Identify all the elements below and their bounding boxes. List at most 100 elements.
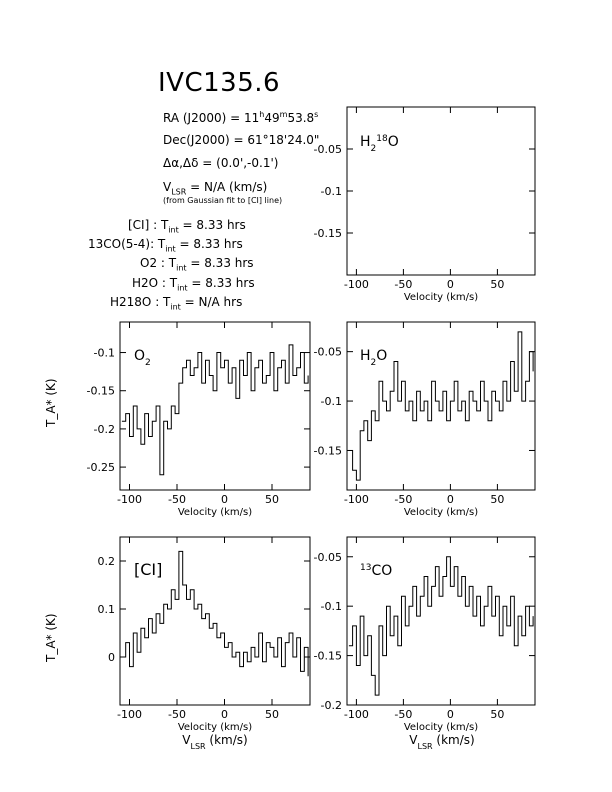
y-tick-label: -0.1 <box>321 395 342 408</box>
tint-label: T <box>168 256 177 270</box>
x-tick-label: -100 <box>117 493 142 506</box>
tint-label: T <box>169 276 178 290</box>
tint-value: 8.33 hrs <box>196 218 246 232</box>
ra-line: RA (J2000) = 11h49m53.8s <box>163 110 318 125</box>
tint-subscript: int <box>177 283 188 293</box>
tint-row-ci: [CI] : Tint = 8.33 hrs <box>128 218 246 235</box>
y-tick-label: -0.05 <box>314 551 342 564</box>
vlsr-subscript: LSR <box>171 187 187 197</box>
tint-label: T <box>160 218 169 232</box>
x-tick-label: 0 <box>447 493 454 506</box>
dec-label: Dec(J2000) = <box>163 133 248 147</box>
tint-row-h218o: H218O : Tint = N/A hrs <box>110 295 243 312</box>
x-tick-label: 50 <box>490 278 504 291</box>
x-axis-label: Velocity (km/s) <box>404 507 478 518</box>
y-tick-label: -0.05 <box>314 143 342 156</box>
y-tick-label: 0 <box>108 651 115 664</box>
x-tick-label: 50 <box>265 493 279 506</box>
spectrum-line-h2o <box>348 331 534 481</box>
tint-row-o2: O2 : Tint = 8.33 hrs <box>140 256 254 273</box>
x-tick-label: 0 <box>221 493 228 506</box>
tint-species: [CI] <box>128 218 150 232</box>
y-tick-label: -0.15 <box>314 227 342 240</box>
tint-value: 8.33 hrs <box>193 237 243 251</box>
tint-row-13co: 13CO(5-4): Tint = 8.33 hrs <box>88 237 243 254</box>
x-tick-label: 50 <box>490 493 504 506</box>
vlsr-note: (from Gaussian fit to [CI] line) <box>163 196 283 205</box>
offset-label: Δα,Δδ = <box>163 156 217 170</box>
x-tick-label: 0 <box>221 708 228 721</box>
tint-label: T <box>157 237 166 251</box>
y-tick-label: -0.1 <box>321 185 342 198</box>
spectrum-line-o2 <box>121 344 309 476</box>
x-axis-label: Velocity (km/s) <box>404 292 478 303</box>
tint-subscript: int <box>170 302 181 312</box>
ra-seconds-unit: s <box>314 110 319 119</box>
y-tick-label: 0.2 <box>98 555 116 568</box>
y-tick-label: -0.15 <box>314 650 342 663</box>
dec-value: 61°18'24.0" <box>247 133 320 147</box>
x-axis-label-vlsr: VLSR (km/s) <box>409 733 474 751</box>
plot-frame-h2o <box>346 321 536 491</box>
plot-frame-h218o <box>346 106 536 276</box>
series-label-13co: 13CO <box>360 563 392 579</box>
x-axis-label: Velocity (km/s) <box>178 507 252 518</box>
ra-hours-unit: h <box>259 110 265 119</box>
tint-value: 8.33 hrs <box>204 256 254 270</box>
x-tick-label: -50 <box>394 278 412 291</box>
x-tick-label: -100 <box>344 493 369 506</box>
y-axis-label-bottom: T_A* (K) <box>44 613 58 662</box>
tint-row-h2o: H2O : Tint = 8.33 hrs <box>132 276 255 293</box>
page-title: IVC135.6 <box>158 68 281 98</box>
x-tick-label: -100 <box>344 708 369 721</box>
series-label-o2: O2 <box>134 348 151 368</box>
x-axis-label-vlsr: VLSR (km/s) <box>182 733 247 751</box>
plot-frame-ci <box>119 536 311 706</box>
tint-subscript: int <box>176 263 187 273</box>
offset-value: (0.0',-0.1') <box>216 156 279 170</box>
tint-value: N/A hrs <box>198 295 243 309</box>
tint-value: 8.33 hrs <box>205 276 255 290</box>
plot-frame-13co <box>346 536 536 706</box>
vlsr-prefix: V <box>163 180 172 194</box>
x-tick-label: 0 <box>447 708 454 721</box>
tint-species: 13CO(5-4) <box>88 237 151 251</box>
vlsr-value: = N/A (km/s) <box>186 180 268 194</box>
dec-line: Dec(J2000) = 61°18'24.0" <box>163 133 319 147</box>
y-tick-label: -0.15 <box>87 385 115 398</box>
x-tick-label: -50 <box>168 493 186 506</box>
x-tick-label: -50 <box>394 493 412 506</box>
tint-subscript: int <box>168 225 179 235</box>
ra-minutes: 49 <box>264 111 280 125</box>
y-tick-label: -0.05 <box>314 346 342 359</box>
series-label-h2o: H2O <box>360 348 387 368</box>
tint-species: H218O <box>110 295 152 309</box>
y-axis-label-middle: T_A* (K) <box>44 378 58 427</box>
y-tick-label: -0.1 <box>94 347 115 360</box>
x-axis-label: Velocity (km/s) <box>178 722 252 733</box>
tint-label: T <box>163 295 171 309</box>
series-label-ci: [CI] <box>134 560 162 579</box>
x-tick-label: 50 <box>265 708 279 721</box>
x-axis-label: Velocity (km/s) <box>404 722 478 733</box>
y-tick-label: -0.2 <box>94 423 115 436</box>
tint-subscript: int <box>165 244 176 254</box>
ra-hours: 11 <box>244 111 260 125</box>
plot-frame-o2 <box>119 321 311 491</box>
spectrum-line-ci <box>121 550 309 677</box>
vlsr-line: VLSR = N/A (km/s) <box>163 180 267 196</box>
x-tick-label: -50 <box>168 708 186 721</box>
ra-label: RA (J2000) = <box>163 111 244 125</box>
x-tick-label: 0 <box>447 278 454 291</box>
y-tick-label: -0.2 <box>321 699 342 712</box>
spectrum-line-13co <box>348 556 534 696</box>
x-tick-label: 50 <box>490 708 504 721</box>
ra-seconds: 53.8 <box>287 111 315 125</box>
y-tick-label: -0.25 <box>87 461 115 474</box>
x-tick-label: -50 <box>394 708 412 721</box>
y-tick-label: -0.15 <box>314 444 342 457</box>
tint-species: H2O <box>132 276 159 290</box>
offset-line: Δα,Δδ = (0.0',-0.1') <box>163 156 278 170</box>
